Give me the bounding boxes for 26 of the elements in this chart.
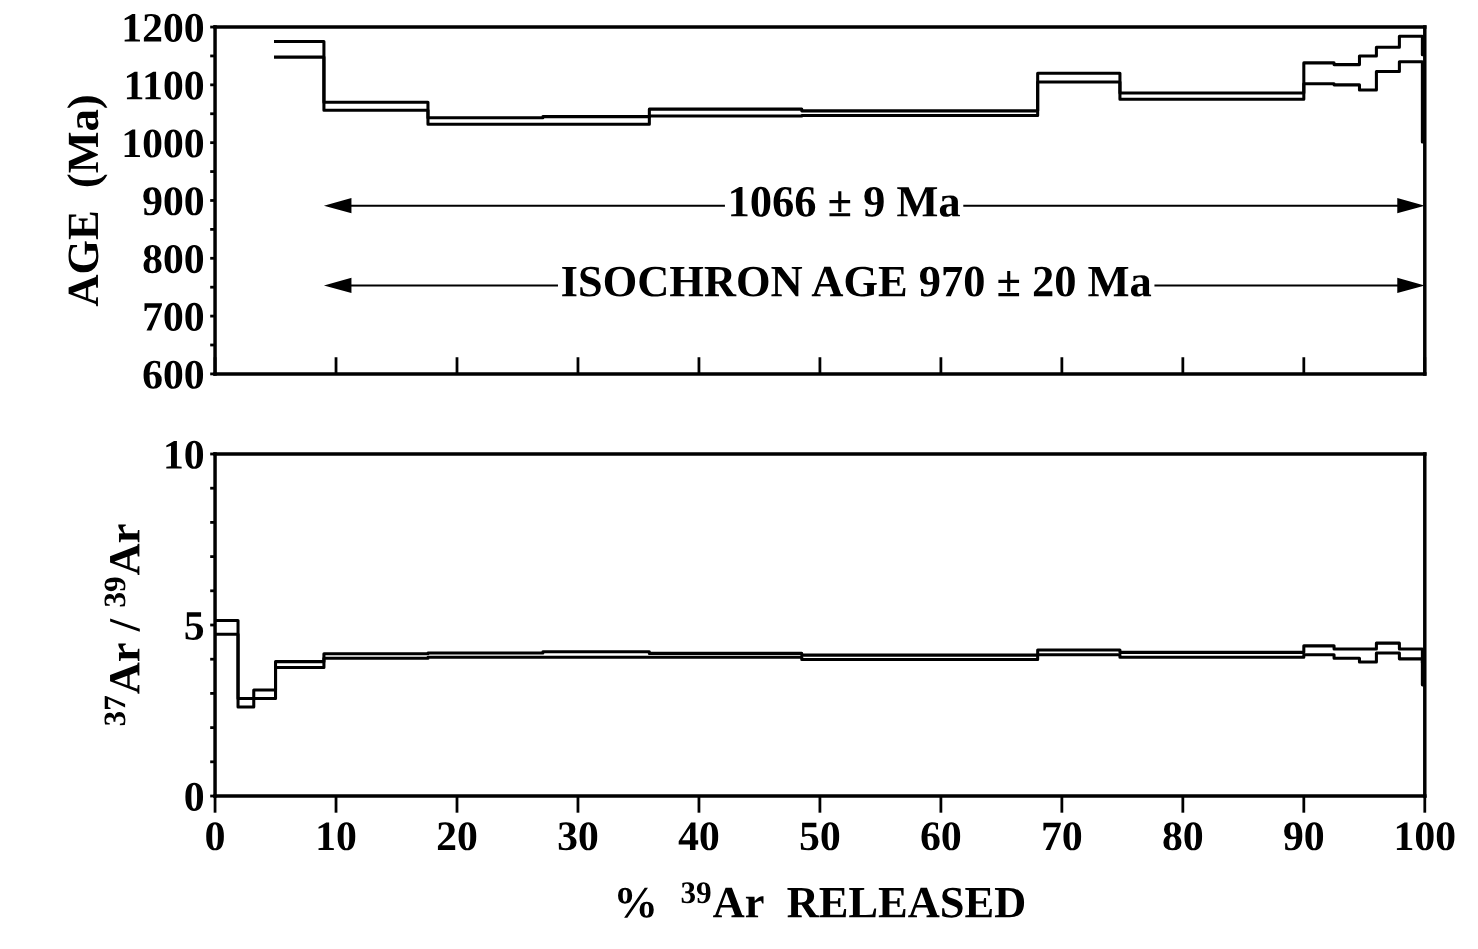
- x-tick-label: 20: [437, 822, 477, 851]
- y-axis-title: $^{37}$Ar / $^{39}$Ar: [104, 524, 140, 726]
- x-tick-label: 10: [318, 822, 356, 851]
- x-tick-label: 60: [921, 822, 961, 851]
- y-tick-label: 1100: [126, 71, 204, 100]
- x-tick-label: 80: [1163, 822, 1203, 851]
- y-tick-label: 800: [143, 245, 204, 274]
- y-tick-label: 900: [143, 187, 204, 216]
- y-tick-label: 10: [166, 440, 204, 469]
- y-tick-label: 5: [185, 612, 204, 640]
- x-tick-label: 90: [1284, 822, 1324, 851]
- y-tick-label: 1200: [124, 13, 204, 42]
- x-tick-label: 30: [558, 822, 598, 851]
- annotation: ISOCHRON AGE 970 ± 20 Ma: [562, 266, 1152, 297]
- x-tick-label: 70: [1043, 822, 1082, 851]
- x-axis-title: % $^{39}$Ar RELEASED: [618, 882, 1025, 918]
- x-tick-label: 50: [800, 822, 840, 851]
- y-tick-label: 600: [143, 360, 204, 389]
- y-tick-label: 700: [144, 302, 204, 331]
- y-tick-label: 0: [185, 782, 204, 811]
- x-tick-label: 40: [678, 822, 719, 851]
- y-axis-title: AGE (Ma): [67, 96, 108, 307]
- annotation: 1066 ± 9 Ma: [731, 186, 960, 217]
- y-tick-label: 1000: [124, 129, 204, 158]
- x-tick-label: 100: [1396, 822, 1455, 851]
- x-tick-label: 0: [206, 822, 224, 851]
